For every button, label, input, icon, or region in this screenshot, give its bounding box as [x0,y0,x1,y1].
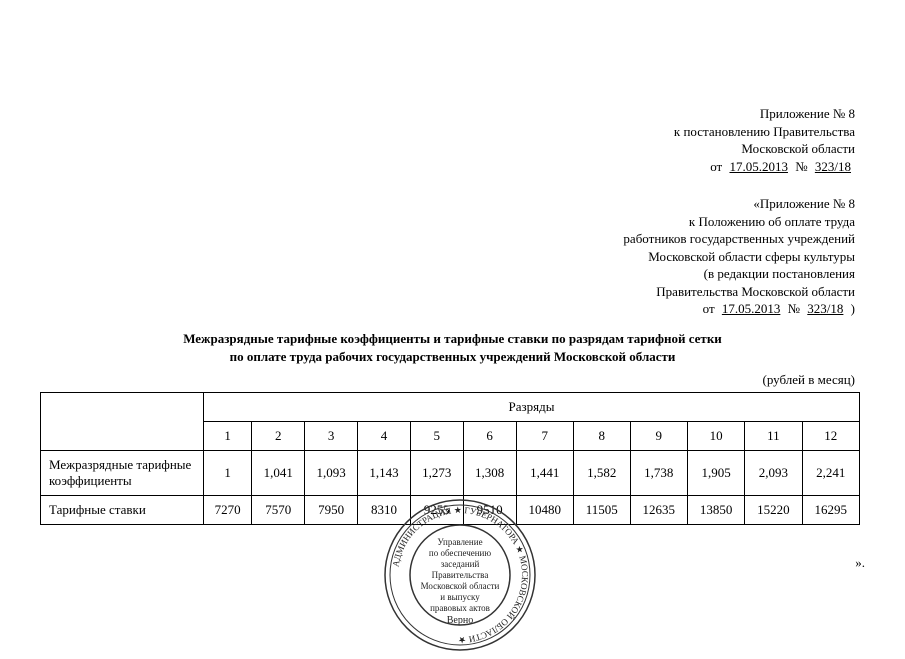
stamp-inner-1: Управление [437,537,482,547]
stamp-inner-5: Московской области [421,581,500,591]
r2c8: 11505 [573,496,630,525]
col-5: 5 [410,422,463,451]
r2c3: 7950 [305,496,358,525]
row-rates: Тарифные ставки 7270 7570 7950 8310 9255… [41,496,860,525]
row2-label: Тарифные ставки [41,496,204,525]
r1c12: 2,241 [802,451,859,496]
col-7: 7 [516,422,573,451]
r1c7: 1,441 [516,451,573,496]
stamp-inner-6: и выпуску [440,592,480,602]
corner-cell [41,393,204,451]
stamp-ring-text: АДМИНИСТРАЦИЯ ★ ГУБЕРНАТОРА ★ МОСКОВСКОЙ… [391,505,531,645]
closing-quote: ». [855,555,865,571]
stamp-inner-3: заседаний [441,559,480,569]
h2-numlabel: № [788,301,800,316]
h2-line5: (в редакции постановления [623,265,855,283]
r1c3: 1,093 [305,451,358,496]
col-8: 8 [573,422,630,451]
r1c8: 1,582 [573,451,630,496]
header-block-1: Приложение № 8 к постановлению Правитель… [674,105,855,175]
r2c7: 10480 [516,496,573,525]
stamp-inner-2: по обеспечению [429,548,491,558]
r1c6: 1,308 [463,451,516,496]
h1-line2: к постановлению Правительства [674,123,855,141]
h1-from: от [710,159,722,174]
col-2: 2 [252,422,305,451]
col-3: 3 [305,422,358,451]
r2c1: 7270 [204,496,252,525]
group-header: Разряды [204,393,860,422]
h1-num: 323/18 [811,159,855,174]
r2c5: 9255 [410,496,463,525]
h1-line1: Приложение № 8 [674,105,855,123]
svg-text:АДМИНИСТРАЦИЯ ★ ГУБЕРНАТОРА ★: АДМИНИСТРАЦИЯ ★ ГУБЕРНАТОРА ★ МОСКОВСКОЙ… [391,505,531,645]
r1c2: 1,041 [252,451,305,496]
h1-date: 17.05.2013 [725,159,792,174]
r1c1: 1 [204,451,252,496]
r2c12: 16295 [802,496,859,525]
title-line2: по оплате труда рабочих государственных … [0,348,905,366]
r1c4: 1,143 [358,451,411,496]
stamp-verno: Верно [447,615,473,626]
h2-line4: Московской области сферы культуры [623,248,855,266]
row-coefficients: Межразрядные тарифные коэффициенты 1 1,0… [41,451,860,496]
r2c9: 12635 [630,496,687,525]
r1c10: 1,905 [687,451,744,496]
h2-dateline: от 17.05.2013 № 323/18 ) [623,300,855,318]
col-6: 6 [463,422,516,451]
r2c2: 7570 [252,496,305,525]
h2-date: 17.05.2013 [718,301,785,316]
h1-dateline: от 17.05.2013 № 323/18 [674,158,855,176]
col-10: 10 [687,422,744,451]
h2-line6: Правительства Московской области [623,283,855,301]
stamp-inner-7: правовых актов [430,603,490,613]
h2-close: ) [851,301,855,316]
h2-num: 323/18 [803,301,847,316]
h2-line3: работников государственных учреждений [623,230,855,248]
unit-label: (рублей в месяц) [763,372,856,388]
h2-line1: «Приложение № 8 [623,195,855,213]
h2-from: от [703,301,715,316]
col-12: 12 [802,422,859,451]
title-block: Межразрядные тарифные коэффициенты и тар… [0,330,905,365]
r2c4: 8310 [358,496,411,525]
title-line1: Межразрядные тарифные коэффициенты и тар… [0,330,905,348]
h1-line3: Московской области [674,140,855,158]
r2c10: 13850 [687,496,744,525]
col-1: 1 [204,422,252,451]
h2-line2: к Положению об оплате труда [623,213,855,231]
r2c6: 9510 [463,496,516,525]
stamp-inner-4: Правительства [432,570,489,580]
row1-label: Межразрядные тарифные коэффициенты [41,451,204,496]
header-block-2: «Приложение № 8 к Положению об оплате тр… [623,195,855,318]
r2c11: 15220 [745,496,802,525]
r1c9: 1,738 [630,451,687,496]
r1c5: 1,273 [410,451,463,496]
r1c11: 2,093 [745,451,802,496]
col-11: 11 [745,422,802,451]
h1-numlabel: № [795,159,807,174]
col-9: 9 [630,422,687,451]
col-4: 4 [358,422,411,451]
tariff-table: Разряды 1 2 3 4 5 6 7 8 9 10 11 12 Межра… [40,392,860,525]
